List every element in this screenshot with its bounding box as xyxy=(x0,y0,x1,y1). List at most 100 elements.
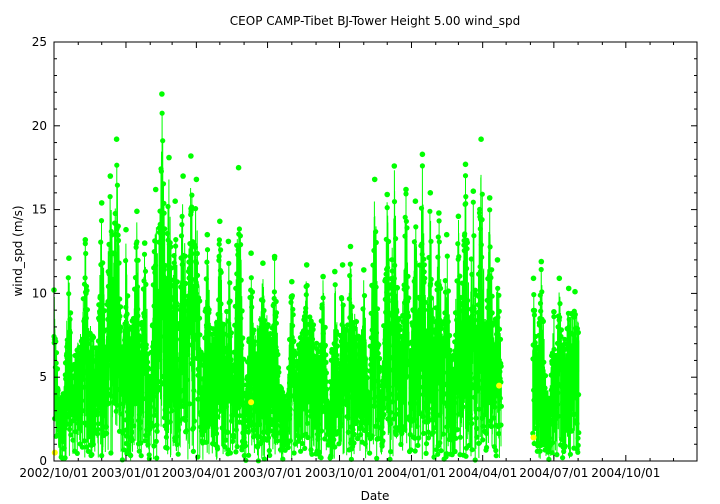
data-point xyxy=(426,357,432,363)
data-point xyxy=(169,295,175,301)
data-point xyxy=(342,362,348,368)
peak-point-30 xyxy=(371,176,378,183)
data-point xyxy=(71,387,77,393)
data-point xyxy=(409,392,415,398)
data-point xyxy=(540,318,547,324)
data-point xyxy=(365,420,372,426)
data-point xyxy=(172,395,178,401)
data-point xyxy=(432,425,439,431)
data-point xyxy=(187,401,193,407)
data-point xyxy=(431,416,437,422)
data-point xyxy=(318,318,324,324)
data-point xyxy=(234,271,240,277)
peak-point-18 xyxy=(225,238,232,245)
data-point xyxy=(186,265,193,272)
data-point xyxy=(322,436,328,442)
data-point xyxy=(430,410,436,416)
data-point xyxy=(267,331,273,337)
data-point xyxy=(373,330,380,336)
data-point xyxy=(567,393,573,399)
data-point xyxy=(498,422,504,428)
data-point xyxy=(479,217,485,223)
data-point xyxy=(392,262,398,268)
data-point xyxy=(399,430,405,436)
data-point xyxy=(442,334,448,340)
data-point xyxy=(185,351,191,358)
data-point xyxy=(122,321,128,327)
data-point xyxy=(161,210,167,216)
data-point xyxy=(427,208,433,214)
data-point xyxy=(559,436,565,442)
data-point xyxy=(67,316,73,322)
data-point xyxy=(227,450,233,456)
data-point xyxy=(408,447,414,453)
data-point xyxy=(359,342,365,348)
data-point xyxy=(416,435,422,441)
data-point xyxy=(154,291,161,297)
data-point xyxy=(566,368,572,375)
data-point xyxy=(264,377,270,383)
data-point xyxy=(179,262,185,268)
data-point xyxy=(544,427,550,433)
data-point xyxy=(480,437,486,443)
data-point xyxy=(284,427,290,433)
data-point xyxy=(343,346,349,352)
data-point xyxy=(265,373,271,379)
data-point xyxy=(388,312,394,318)
data-point xyxy=(248,419,254,425)
data-point xyxy=(531,292,537,298)
data-point xyxy=(185,308,191,314)
data-point xyxy=(411,239,417,245)
data-point xyxy=(270,362,276,368)
data-point xyxy=(307,375,313,382)
data-point xyxy=(82,275,88,281)
data-point xyxy=(191,304,197,310)
data-point xyxy=(367,343,373,349)
data-point xyxy=(552,421,558,427)
data-point xyxy=(180,387,186,393)
data-point xyxy=(291,450,297,456)
data-point xyxy=(307,314,313,320)
data-point xyxy=(441,391,448,397)
data-point xyxy=(272,397,278,404)
data-point xyxy=(460,322,466,328)
data-point xyxy=(69,410,75,416)
data-point xyxy=(232,375,238,381)
peak-point-38 xyxy=(443,231,450,238)
data-point xyxy=(562,443,568,449)
data-point xyxy=(426,254,432,261)
data-point xyxy=(428,276,434,282)
data-point xyxy=(265,322,271,328)
data-point xyxy=(131,369,137,376)
data-point xyxy=(138,453,144,459)
data-point xyxy=(562,346,568,352)
data-point xyxy=(241,453,247,459)
data-point xyxy=(453,332,459,338)
data-point xyxy=(476,440,482,446)
data-point xyxy=(421,269,427,275)
data-point xyxy=(415,442,421,448)
data-point xyxy=(363,367,369,373)
data-point xyxy=(530,356,536,362)
data-point xyxy=(106,362,112,368)
peak-point-36 xyxy=(427,190,434,196)
data-point xyxy=(532,340,538,346)
data-point xyxy=(302,404,308,410)
data-point xyxy=(413,351,419,357)
data-point xyxy=(381,412,387,418)
data-point xyxy=(108,393,115,399)
data-point xyxy=(311,371,318,377)
data-point xyxy=(94,383,100,389)
data-point xyxy=(497,369,503,375)
data-point xyxy=(307,389,313,395)
data-point xyxy=(404,284,410,291)
data-point xyxy=(289,293,295,299)
data-point xyxy=(290,306,296,312)
data-point xyxy=(537,448,543,454)
data-point xyxy=(555,381,561,387)
data-point xyxy=(251,353,257,359)
data-point xyxy=(309,451,315,457)
data-point xyxy=(557,314,563,320)
data-point xyxy=(251,339,257,345)
